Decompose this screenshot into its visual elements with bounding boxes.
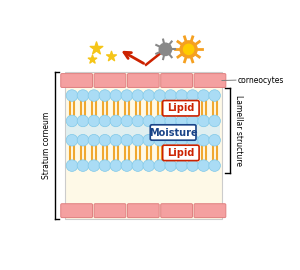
Circle shape [209, 115, 220, 127]
Circle shape [132, 134, 144, 146]
FancyBboxPatch shape [66, 125, 220, 140]
Circle shape [121, 115, 133, 127]
Circle shape [198, 134, 209, 146]
Point [109, 53, 113, 58]
Circle shape [88, 90, 100, 101]
Text: Lipid: Lipid [167, 103, 195, 113]
Circle shape [132, 160, 144, 171]
Circle shape [187, 134, 199, 146]
FancyBboxPatch shape [128, 74, 159, 87]
Circle shape [99, 160, 111, 171]
Text: Lipid: Lipid [167, 148, 195, 158]
Circle shape [176, 160, 188, 171]
Circle shape [209, 160, 220, 171]
Circle shape [110, 115, 122, 127]
FancyBboxPatch shape [150, 125, 196, 140]
FancyBboxPatch shape [163, 100, 199, 116]
Circle shape [187, 90, 199, 101]
Circle shape [154, 160, 166, 171]
Circle shape [88, 115, 100, 127]
FancyBboxPatch shape [194, 74, 226, 87]
FancyBboxPatch shape [194, 204, 226, 218]
Circle shape [176, 115, 188, 127]
Circle shape [198, 160, 209, 171]
Circle shape [180, 41, 197, 58]
Circle shape [143, 134, 154, 146]
Circle shape [159, 43, 172, 56]
FancyBboxPatch shape [161, 204, 193, 218]
FancyBboxPatch shape [163, 145, 199, 161]
Circle shape [77, 134, 89, 146]
Circle shape [165, 90, 176, 101]
FancyBboxPatch shape [61, 204, 92, 218]
Text: Lamellar structure: Lamellar structure [235, 95, 244, 166]
Circle shape [165, 115, 176, 127]
Circle shape [143, 115, 154, 127]
Circle shape [154, 134, 166, 146]
Circle shape [209, 90, 220, 101]
Circle shape [110, 160, 122, 171]
Point [93, 46, 98, 50]
Circle shape [165, 160, 176, 171]
Circle shape [132, 90, 144, 101]
Circle shape [110, 90, 122, 101]
Circle shape [184, 44, 194, 55]
Circle shape [110, 134, 122, 146]
Circle shape [176, 134, 188, 146]
Circle shape [99, 134, 111, 146]
Circle shape [121, 134, 133, 146]
FancyBboxPatch shape [128, 204, 159, 218]
Circle shape [77, 90, 89, 101]
Circle shape [66, 90, 78, 101]
Circle shape [165, 134, 176, 146]
Circle shape [154, 90, 166, 101]
FancyBboxPatch shape [64, 72, 222, 219]
Circle shape [66, 134, 78, 146]
FancyBboxPatch shape [94, 74, 126, 87]
Circle shape [209, 134, 220, 146]
Circle shape [77, 115, 89, 127]
Circle shape [88, 160, 100, 171]
Circle shape [176, 90, 188, 101]
Circle shape [198, 115, 209, 127]
Circle shape [99, 90, 111, 101]
FancyBboxPatch shape [61, 74, 92, 87]
Circle shape [77, 160, 89, 171]
Text: Stratum corneum: Stratum corneum [42, 112, 51, 179]
Circle shape [198, 90, 209, 101]
Circle shape [88, 134, 100, 146]
FancyBboxPatch shape [161, 74, 193, 87]
Point [89, 57, 94, 62]
Circle shape [99, 115, 111, 127]
Text: Moisture: Moisture [149, 127, 197, 137]
Circle shape [121, 160, 133, 171]
Circle shape [143, 160, 154, 171]
Circle shape [132, 115, 144, 127]
Circle shape [154, 115, 166, 127]
Circle shape [143, 90, 154, 101]
Text: corneocytes: corneocytes [238, 76, 284, 85]
Circle shape [121, 90, 133, 101]
Circle shape [66, 160, 78, 171]
Circle shape [66, 115, 78, 127]
FancyBboxPatch shape [94, 204, 126, 218]
Circle shape [187, 160, 199, 171]
Circle shape [187, 115, 199, 127]
